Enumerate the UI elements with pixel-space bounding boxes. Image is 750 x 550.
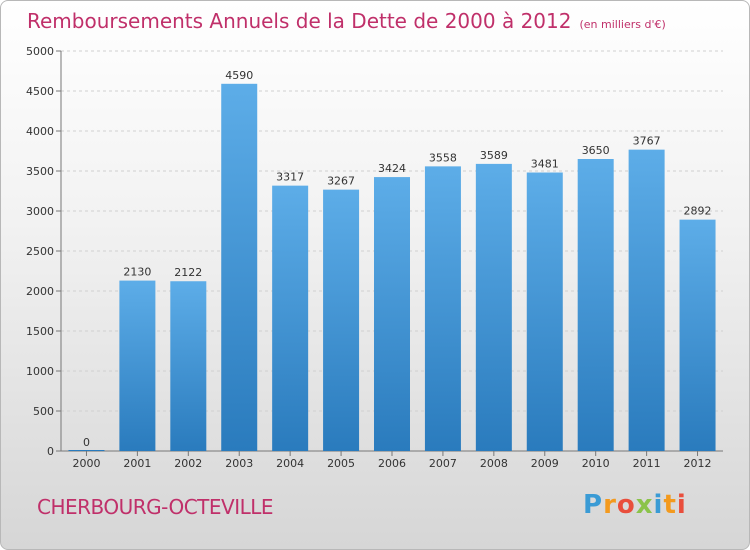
bar	[577, 159, 614, 451]
bar	[170, 281, 207, 451]
bar-value-label: 3481	[531, 158, 559, 171]
bar-value-label: 2130	[123, 266, 151, 279]
bar	[526, 172, 563, 451]
bar-value-label: 3267	[327, 175, 355, 188]
x-tick-label: 2008	[480, 457, 508, 470]
logo-letter: P	[583, 490, 604, 520]
bar	[374, 177, 410, 451]
y-tick-label: 1500	[26, 325, 54, 338]
x-tick-label: 2003	[225, 457, 253, 470]
y-tick-label: 500	[33, 405, 54, 418]
logo-letter: i	[676, 490, 687, 520]
x-tick-label: 2002	[174, 457, 202, 470]
bar-value-label: 2892	[684, 205, 712, 218]
bar	[628, 149, 665, 451]
logo-letter: r	[603, 490, 617, 520]
y-tick-label: 4000	[26, 125, 54, 138]
logo-letter: i	[653, 490, 664, 520]
y-tick-label: 3000	[26, 205, 54, 218]
bar	[679, 219, 716, 451]
bar-value-label: 3589	[480, 149, 508, 162]
x-tick-label: 2006	[378, 457, 406, 470]
bar	[119, 280, 156, 451]
bar	[272, 185, 309, 451]
x-tick-label: 2011	[633, 457, 661, 470]
bar-value-label: 3650	[582, 144, 610, 157]
logo-letter: o	[616, 490, 636, 520]
y-tick-label: 0	[47, 445, 54, 458]
proxiti-logo: Proxiti	[583, 490, 687, 520]
bar-value-label: 2122	[174, 266, 202, 279]
bar	[323, 189, 360, 451]
x-tick-label: 2004	[276, 457, 304, 470]
y-tick-label: 5000	[26, 45, 54, 58]
logo-letter: x	[635, 490, 654, 520]
logo-letter: t	[663, 490, 677, 520]
bar-value-label: 3424	[378, 162, 406, 175]
y-tick-label: 3500	[26, 165, 54, 178]
bar	[424, 166, 461, 452]
bar-value-label: 4590	[225, 69, 253, 82]
y-tick-label: 2500	[26, 245, 54, 258]
x-tick-label: 2000	[72, 457, 100, 470]
x-tick-label: 2012	[684, 457, 712, 470]
title-row: Remboursements Annuels de la Dette de 20…	[27, 9, 666, 33]
y-tick-label: 1000	[26, 365, 54, 378]
bar-value-label: 3558	[429, 151, 457, 164]
bar	[221, 83, 258, 452]
x-tick-label: 2007	[429, 457, 457, 470]
x-tick-label: 2001	[123, 457, 151, 470]
bar-value-label: 3767	[633, 135, 661, 148]
bar	[475, 163, 512, 451]
chart-title: Remboursements Annuels de la Dette de 20…	[27, 9, 572, 33]
city-name: CHERBOURG-OCTEVILLE	[37, 495, 274, 519]
chart-unit: (en milliers d'€)	[579, 18, 666, 31]
bar-value-label: 0	[83, 436, 90, 449]
y-tick-label: 2000	[26, 285, 54, 298]
x-tick-label: 2010	[582, 457, 610, 470]
y-tick-label: 4500	[26, 85, 54, 98]
bar-value-label: 3317	[276, 171, 304, 184]
x-tick-label: 2009	[531, 457, 559, 470]
x-tick-label: 2005	[327, 457, 355, 470]
